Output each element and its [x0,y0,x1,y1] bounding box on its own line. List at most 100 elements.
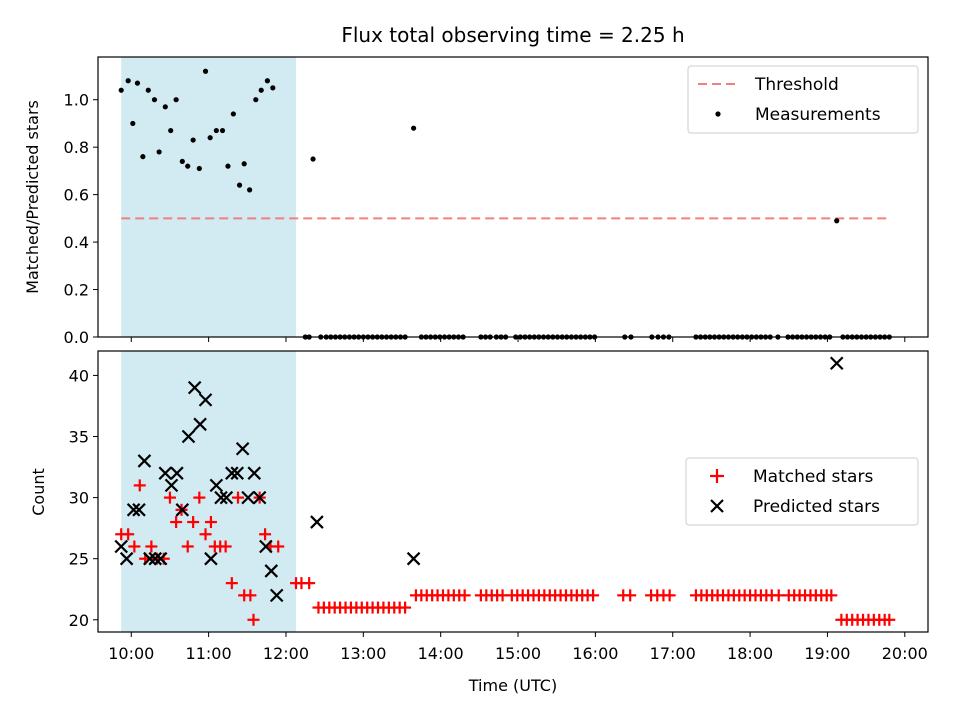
x-tick-label: 17:00 [650,644,696,663]
x-axis: 10:00 11:00 12:00 13:00 14:00 15:00 16:00 17:00… [108,632,928,663]
measurement-point [125,78,131,84]
measurements-legend-dot-icon [715,111,721,117]
predicted-star-marker [252,490,267,505]
measurement-point [236,182,243,188]
predicted-star-marker [119,551,134,566]
x-tick-label: 20:00 [882,644,928,663]
measurement-point [834,218,840,224]
bottom-legend-box [685,457,919,526]
x-tick-label: 12:00 [263,644,309,663]
matched-star-marker [458,589,471,602]
measurement-point [196,165,202,172]
top-legend: Threshold Measurements [687,65,919,134]
matched-star-marker [259,528,272,541]
threshold-legend-label: Threshold [754,75,839,95]
x-tick-label: 18:00 [727,644,773,663]
matched-star-marker [272,540,285,553]
matched-star-marker [163,491,176,504]
matched-star-marker [187,516,200,529]
predicted-legend-label: Predicted stars [753,497,880,517]
predicted-star-marker [148,551,163,566]
top-y-tick-label: 0.2 [64,281,89,300]
measurement-point [179,158,185,165]
matched-star-marker [199,528,212,541]
measurement-point [270,85,276,91]
predicted-star-marker [241,490,255,505]
predicted-legend-x-icon [710,499,724,513]
matched-star-marker [772,589,785,602]
predicted-star-marker [181,429,196,444]
matched-star-marker [170,516,183,529]
matched-star-marker [825,589,838,602]
top-shaded-region [121,57,297,337]
measurement-point [230,111,236,117]
measurement-point [168,127,174,134]
predicted-star-marker [259,539,273,554]
predicted-star-marker [126,503,141,517]
predicted-star-points [114,356,844,603]
matched-star-marker [145,540,158,553]
measurement-point [151,97,158,103]
matched-star-marker [247,613,260,626]
matched-star-marker [219,540,232,553]
measurement-point [411,125,417,131]
matched-star-marker [399,601,412,614]
measurement-point [145,87,151,93]
top-y-tick-label: 0.8 [64,138,89,157]
predicted-star-marker [170,466,184,480]
matched-star-marker [587,589,600,602]
matched-star-marker [244,589,257,602]
bottom-y-tick-label: 40 [69,366,89,385]
predicted-star-marker [158,466,173,480]
bottom-y-tick-label: 30 [69,489,89,508]
matched-star-marker [204,516,217,529]
matched-star-marker [624,589,637,602]
matched-star-marker [225,577,238,590]
matched-star-marker [883,613,896,626]
bottom-y-tick-label: 20 [69,611,89,630]
measurement-point [162,104,168,110]
bottom-y-axis: 20 25 30 35 40 [69,366,98,630]
top-y-tick-label: 1.0 [64,91,89,110]
matched-star-marker [122,528,135,541]
x-tick-label: 10:00 [108,644,154,663]
top-y-axis: 0.0 0.2 0.4 0.6 0.8 1.0 [64,91,98,347]
matched-star-marker [128,540,141,553]
predicted-star-marker [153,551,168,566]
predicted-star-marker [187,380,202,395]
measurement-point [264,78,271,84]
measurement-point [247,187,253,193]
measurement-point [185,163,191,169]
predicted-star-marker [198,393,213,407]
measurement-point [310,156,316,162]
chart-title: Flux total observing time = 2.25 h [341,23,684,47]
measurement-point [219,127,226,134]
top-panel: 0.0 0.2 0.4 0.6 0.8 1.0 Matched/Predicted sta… [23,56,929,347]
measurement-point [130,120,136,127]
matched-star-marker [181,540,194,553]
bottom-legend: Matched stars Predicted stars [685,457,919,526]
x-tick-label: 19:00 [804,644,850,663]
predicted-star-marker [829,356,844,370]
predicted-star-marker [230,466,245,480]
bottom-y-axis-label: Count [29,468,48,516]
top-y-tick-label: 0.0 [64,328,89,347]
bottom-panel: 20 25 30 35 40 10:00 11:00 12:00 13:00 14:00 15:0… [29,350,929,695]
measurement-point [258,87,264,93]
predicted-star-marker [137,454,152,468]
predicted-star-marker [204,551,218,566]
measurement-point [118,87,124,93]
predicted-star-marker [164,478,179,493]
bottom-y-tick-label: 25 [69,550,89,569]
measurement-point [241,161,247,167]
predicted-star-marker [235,441,250,456]
predicted-star-marker [219,490,234,505]
bottom-y-tick-label: 35 [69,428,89,447]
bottom-shaded-region [121,351,297,632]
x-tick-label: 13:00 [340,644,386,663]
matched-star-marker [133,479,146,492]
measurement-point [225,163,231,169]
predicted-star-marker [225,466,239,480]
matched-star-marker [663,589,676,602]
